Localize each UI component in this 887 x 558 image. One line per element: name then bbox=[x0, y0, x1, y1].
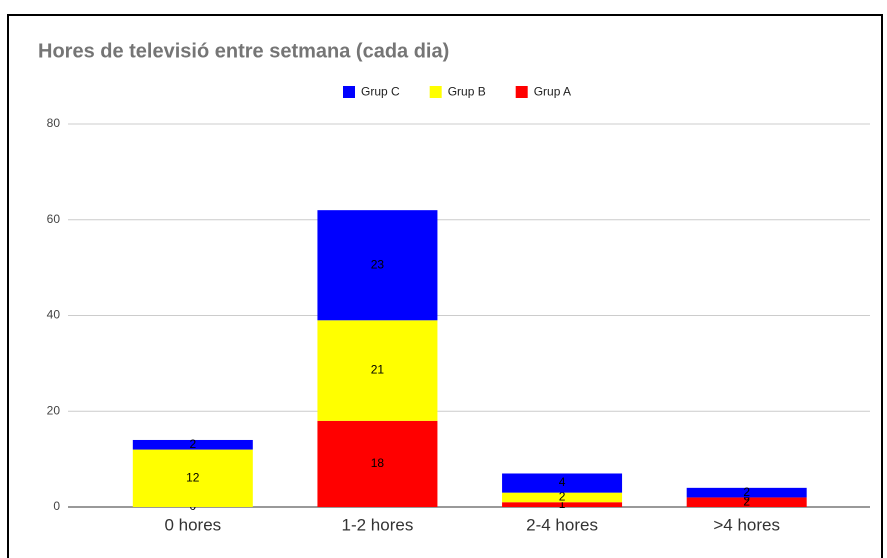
y-tick-label: 80 bbox=[47, 116, 61, 130]
x-tick-label: 1-2 hores bbox=[342, 515, 414, 534]
data-label: 18 bbox=[371, 456, 385, 470]
legend-label: Grup A bbox=[534, 85, 571, 99]
data-label: 4 bbox=[559, 475, 566, 489]
bar-segment bbox=[686, 497, 807, 507]
data-label: 23 bbox=[371, 257, 385, 271]
data-label: 2 bbox=[559, 490, 566, 504]
data-label: 1 bbox=[559, 497, 566, 511]
x-tick-label: >4 hores bbox=[713, 515, 780, 534]
bar-segment bbox=[132, 439, 253, 450]
x-tick-label: 2-4 hores bbox=[526, 515, 598, 534]
y-tick-label: 0 bbox=[53, 499, 60, 513]
chart-title: Hores de televisió entre setmana (cada d… bbox=[38, 40, 449, 62]
y-tick-label: 60 bbox=[47, 212, 61, 226]
data-label: 2 bbox=[743, 494, 750, 508]
legend-swatch bbox=[343, 86, 355, 98]
y-tick-label: 20 bbox=[47, 403, 61, 417]
data-label: 2 bbox=[189, 437, 196, 451]
data-label: 12 bbox=[186, 470, 200, 484]
legend-label: Grup C bbox=[361, 85, 400, 99]
data-label: 2 bbox=[743, 485, 750, 499]
bar-segment bbox=[317, 210, 438, 321]
data-label: 21 bbox=[371, 363, 385, 377]
bar-segment bbox=[132, 449, 253, 507]
bar-segment bbox=[502, 502, 623, 507]
legend-label: Grup B bbox=[448, 85, 486, 99]
y-tick-label: 40 bbox=[47, 308, 61, 322]
legend-swatch bbox=[515, 86, 528, 98]
legend-swatch bbox=[429, 86, 442, 98]
bar-segment bbox=[317, 320, 438, 421]
bar-segment bbox=[502, 473, 623, 493]
bar-segment bbox=[502, 492, 623, 503]
bar-segment bbox=[686, 487, 807, 498]
bar-segment bbox=[317, 420, 438, 507]
x-tick-label: 0 hores bbox=[164, 515, 221, 534]
